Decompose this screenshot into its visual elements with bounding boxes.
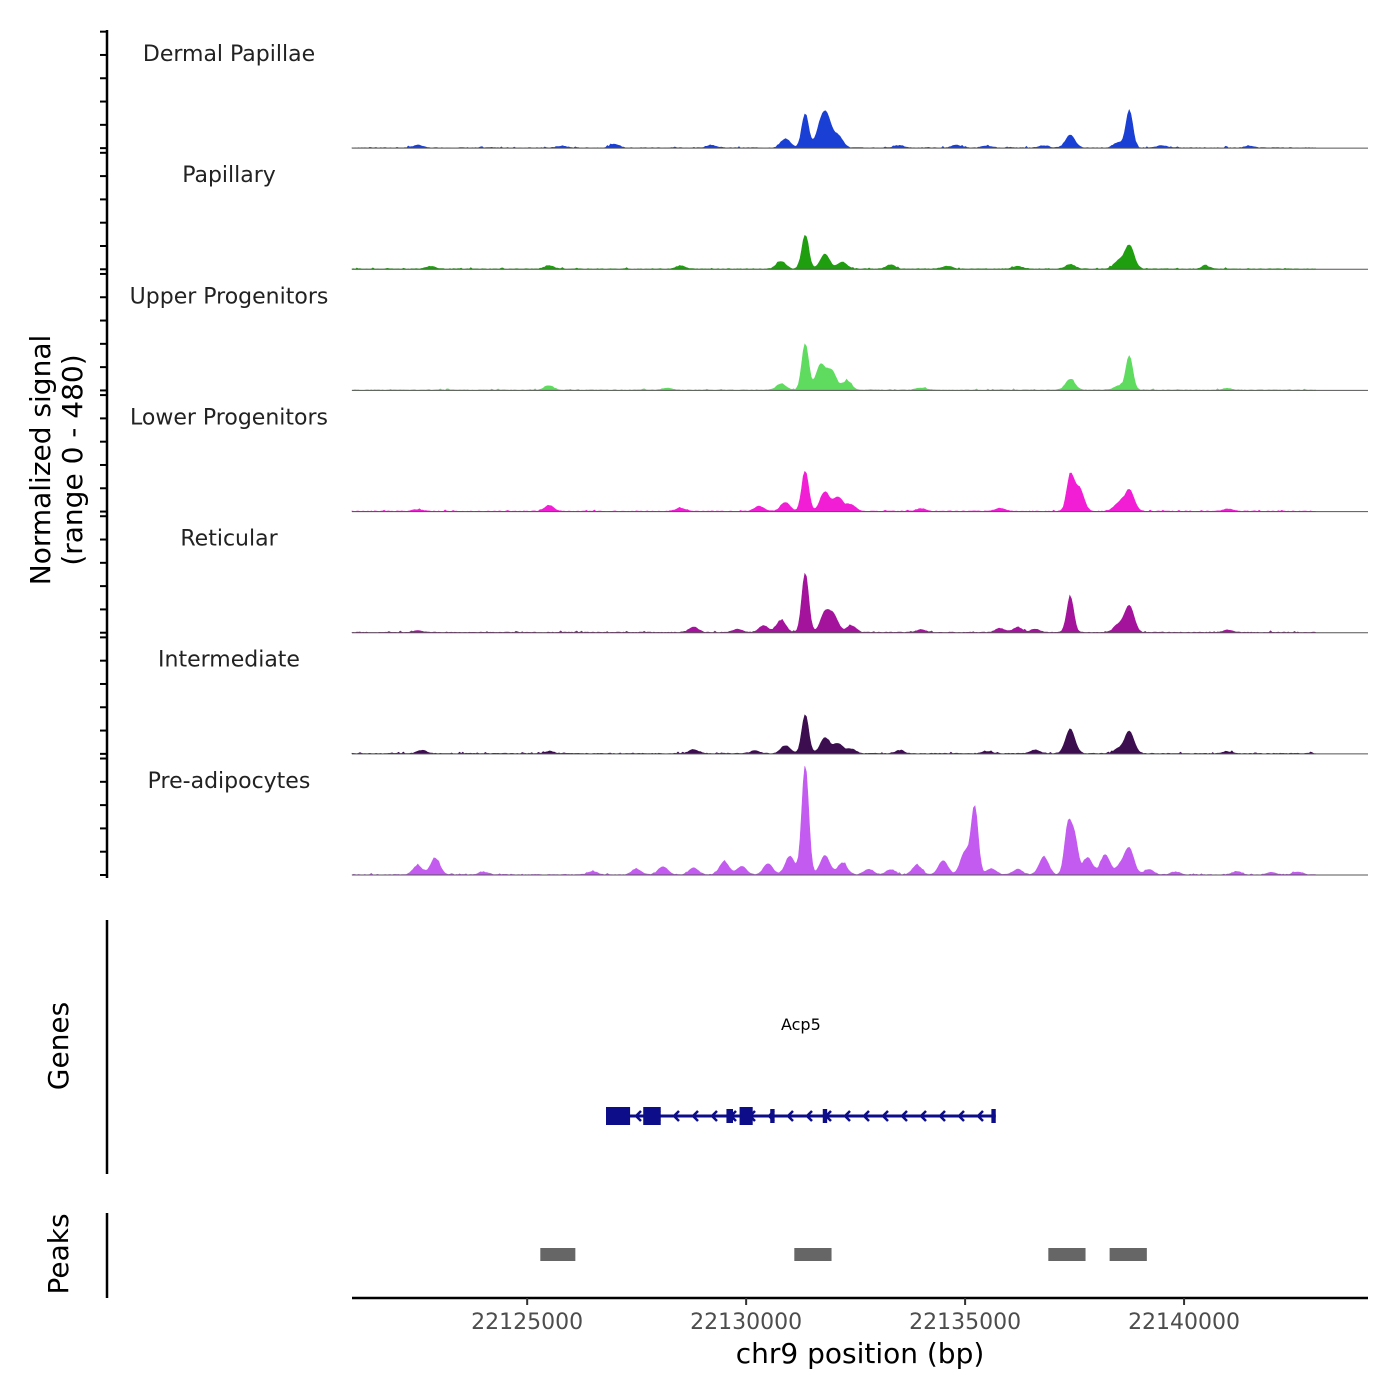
x-axis-title: chr9 position (bp) [736,1337,985,1370]
coverage-area [351,470,1316,512]
track-reticular: Reticular [180,527,1368,634]
coverage-area [351,234,1316,270]
gene-label: Acp5 [781,1015,821,1034]
gene-exon [643,1107,661,1125]
peak-region [1109,1248,1147,1261]
track-label: Dermal Papillae [143,42,315,67]
track-dermal-papillae: Dermal Papillae [143,42,1368,149]
track-intermediate: Intermediate [158,648,1368,755]
strand-arrow [938,1110,946,1122]
track-label: Upper Progenitors [130,284,329,309]
strand-arrow [957,1110,965,1122]
track-lower-progenitors: Lower Progenitors [130,405,1368,513]
signal-axis-title: Normalized signal (range 0 - 480) [24,335,89,586]
x-axis: 22125000 22130000 22135000 22140000 [352,1296,1368,1335]
x-tick-label: 22135000 [909,1310,1021,1335]
coverage-area [351,108,1316,149]
coverage-area [351,343,1316,391]
gene-acp5: Acp5 [606,1015,996,1125]
x-tick-label: 22130000 [690,1310,802,1335]
track-pre-adipocytes: Pre-adipocytes [148,766,1368,876]
track-label: Lower Progenitors [130,405,328,430]
strand-arrow [881,1110,889,1122]
peak-region [794,1248,832,1261]
peaks-title: Peaks [42,1213,75,1294]
gene-exon [606,1107,631,1125]
gene-exon [739,1107,753,1125]
x-tick-label: 22140000 [1128,1310,1240,1335]
strand-arrow [976,1110,984,1122]
genes-title: Genes [42,1002,75,1090]
peaks-panel [540,1248,1147,1261]
genes-panel: Acp5 [606,1015,996,1125]
strand-arrow [672,1110,680,1122]
strand-arrow [805,1110,813,1122]
track-papillary: Papillary [182,163,1368,270]
gene-exon [770,1109,775,1123]
strand-arrow [691,1110,699,1122]
peak-region [1048,1248,1086,1261]
track-label: Reticular [180,527,278,552]
coverage-area [351,572,1316,634]
track-upper-progenitors: Upper Progenitors [130,284,1368,391]
y-axis-title: Normalized signal [24,335,57,586]
strand-arrow [634,1110,642,1122]
gene-exon [822,1109,828,1123]
track-label: Papillary [182,163,276,188]
signal-y-axis [100,30,109,878]
strand-arrow [786,1110,794,1122]
y-axis-range: (range 0 - 480) [56,354,89,565]
gene-exon [726,1109,733,1123]
peaks-axis-title: Peaks [42,1213,75,1294]
strand-arrow [900,1110,908,1122]
x-tick-label: 22125000 [471,1310,583,1335]
coverage-area [351,714,1316,755]
genes-axis-title: Genes [42,1002,75,1090]
track-label: Intermediate [158,648,300,673]
track-label: Pre-adipocytes [148,769,311,794]
gene-exon [991,1109,996,1123]
strand-arrow [710,1110,718,1122]
coverage-area [351,766,1316,876]
coverage-tracks: Dermal Papillae Papillary Upper Progenitor… [130,42,1368,876]
strand-arrow [919,1110,927,1122]
strand-arrow [843,1110,851,1122]
strand-arrow [862,1110,870,1122]
peak-region [540,1248,576,1261]
